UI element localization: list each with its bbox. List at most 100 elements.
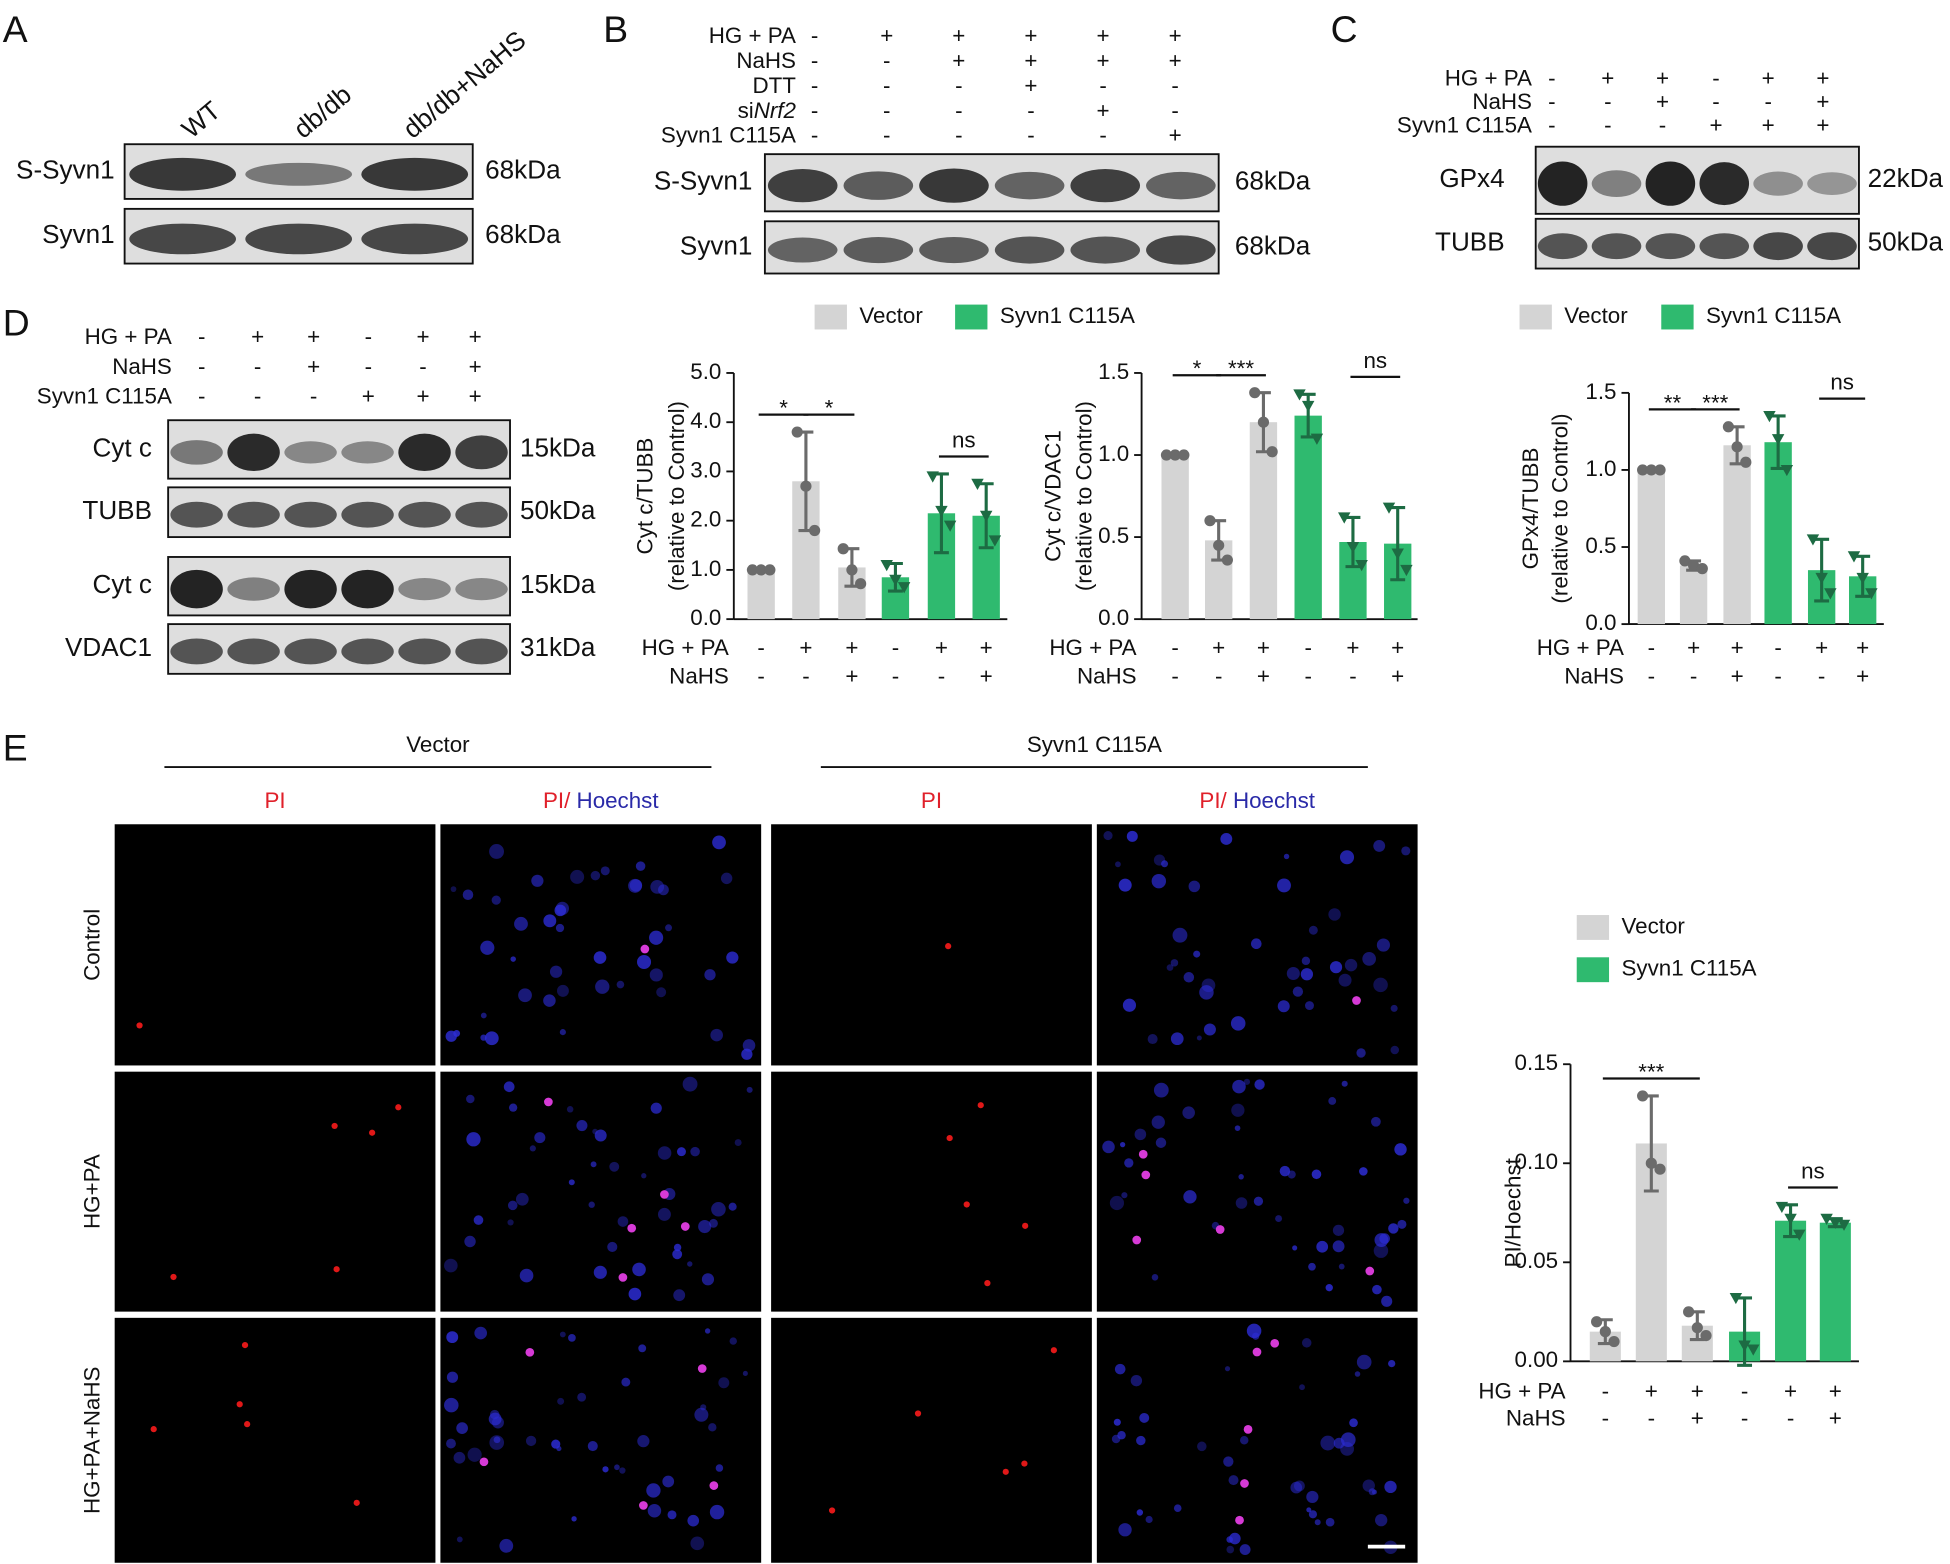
bar xyxy=(1775,1220,1807,1362)
nucleus xyxy=(1226,1545,1235,1554)
nucleus xyxy=(607,1241,618,1252)
data-point xyxy=(1731,441,1743,453)
condition-sign: + xyxy=(1731,635,1744,660)
nucleus xyxy=(1109,1195,1125,1211)
error-bar xyxy=(1390,505,1406,582)
pi-nucleus xyxy=(170,1273,177,1281)
nucleus xyxy=(503,1081,515,1093)
pi-nucleus xyxy=(1050,1347,1057,1354)
nucleus xyxy=(1239,1544,1251,1556)
data-point xyxy=(1599,1326,1611,1338)
condition-sign: + xyxy=(1762,113,1775,138)
condition-sign: - xyxy=(1818,663,1825,688)
y-tick-label: 1.5 xyxy=(1585,379,1616,404)
significance-label: ns xyxy=(952,427,976,452)
nucleus xyxy=(728,1202,737,1211)
data-point xyxy=(764,564,776,576)
data-point xyxy=(1645,464,1657,476)
nucleus xyxy=(638,1344,647,1353)
data-point xyxy=(1865,588,1878,600)
legend-label: Syvn1 C115A xyxy=(1706,303,1841,328)
nucleus xyxy=(1254,1079,1265,1090)
nucleus xyxy=(637,1435,650,1448)
nucleus xyxy=(1362,952,1376,966)
legend-swatch xyxy=(1576,915,1610,940)
nucleus xyxy=(456,1536,463,1543)
condition-sign: - xyxy=(1171,635,1178,660)
nucleus xyxy=(466,1094,475,1104)
nucleus xyxy=(741,1048,753,1060)
micrograph xyxy=(440,1317,762,1563)
data-point xyxy=(791,426,803,438)
nucleus xyxy=(515,1192,529,1206)
nucleus xyxy=(709,1504,725,1520)
nucleus xyxy=(1114,1363,1126,1375)
nucleus xyxy=(1153,854,1166,866)
data-point xyxy=(1355,560,1368,572)
data-point xyxy=(846,564,858,576)
blot-membrane xyxy=(167,419,511,480)
blot-label: S-Syvn1 xyxy=(654,166,753,196)
condition-name: HG + PA xyxy=(1478,1378,1565,1403)
condition-name: Syvn1 C115A xyxy=(1397,113,1532,138)
nucleus xyxy=(1338,1263,1345,1270)
pi-nucleus-merged xyxy=(1365,1266,1375,1276)
condition-sign: - xyxy=(1604,113,1611,138)
nucleus xyxy=(690,1536,705,1551)
condition-sign: - xyxy=(198,384,205,409)
data-point xyxy=(1780,464,1794,477)
blot-band xyxy=(341,441,394,464)
bar xyxy=(1294,415,1322,620)
blot-band xyxy=(455,501,508,528)
nucleus xyxy=(555,923,565,933)
condition-sign: - xyxy=(1099,73,1106,98)
nucleus xyxy=(701,1273,715,1286)
nucleus xyxy=(1118,1523,1132,1537)
nucleus xyxy=(1340,1432,1356,1448)
condition-sign: - xyxy=(883,73,890,98)
condition-sign: + xyxy=(1829,1406,1842,1431)
blot-size: 31kDa xyxy=(520,632,596,662)
condition-name: Syvn1 C115A xyxy=(661,123,796,148)
row-label: Control xyxy=(79,909,104,981)
nucleus xyxy=(518,988,532,1003)
condition-sign: + xyxy=(1784,1378,1797,1403)
condition-name: NaHS xyxy=(736,48,796,73)
pi-nucleus xyxy=(333,1266,340,1273)
condition-name: NaHS xyxy=(669,663,729,688)
condition-sign: + xyxy=(1024,23,1037,48)
stain-label: PI/ Hoechst xyxy=(1199,788,1315,813)
blot-size: 15kDa xyxy=(520,569,596,599)
nucleus xyxy=(1394,1143,1407,1156)
condition-sign: - xyxy=(892,663,899,688)
condition-sign: - xyxy=(757,635,764,660)
condition-sign: - xyxy=(883,98,890,123)
pi-nucleus-merged xyxy=(618,1273,628,1282)
nucleus xyxy=(1390,1045,1400,1055)
nucleus xyxy=(709,1218,718,1228)
nucleus xyxy=(1372,1284,1382,1295)
condition-sign: + xyxy=(251,324,264,349)
micrograph xyxy=(114,824,436,1066)
data-point xyxy=(1637,1090,1649,1102)
condition-sign: + xyxy=(1169,48,1182,73)
pi-nucleus xyxy=(241,1341,249,1349)
nucleus xyxy=(715,1464,724,1472)
error-bar xyxy=(1814,537,1830,603)
condition-name: Syvn1 C115A xyxy=(37,384,172,409)
nucleus xyxy=(491,895,501,905)
significance-label: * xyxy=(1193,356,1202,381)
pi-nucleus-merged xyxy=(660,1190,669,1199)
condition-sign: + xyxy=(1346,635,1359,660)
blot-band xyxy=(341,501,394,528)
data-point xyxy=(1338,512,1351,524)
nucleus xyxy=(694,1407,709,1422)
pi-nucleus-merged xyxy=(697,1364,707,1373)
nucleus xyxy=(1275,1215,1283,1223)
nucleus xyxy=(1147,1034,1158,1045)
data-point xyxy=(755,564,767,576)
nucleus xyxy=(1235,1197,1248,1209)
legend-label: Vector xyxy=(1564,303,1628,328)
micrograph xyxy=(771,824,1092,1066)
y-axis-label: Cyt c/TUBB xyxy=(633,438,658,555)
